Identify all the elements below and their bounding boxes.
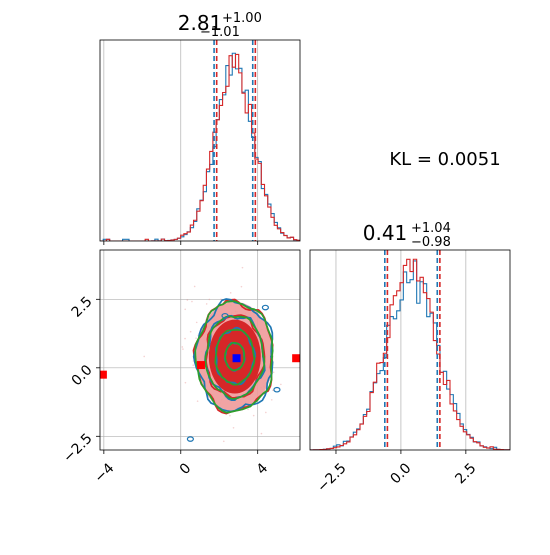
scatter-point	[184, 381, 187, 384]
title-param-1-plus: +1.04	[411, 221, 451, 236]
title-param-0: 2.81	[178, 11, 223, 35]
scatter-point	[182, 348, 184, 350]
histogram-series-red	[310, 258, 510, 450]
contour-green-level-1	[214, 328, 256, 386]
title-param-0-minus: −1.01	[200, 25, 240, 40]
contour-outlier-blue	[221, 312, 229, 319]
y-tick-label-bottom-left: 2.5	[69, 294, 96, 321]
contour-outlier-blue	[186, 436, 194, 442]
marker-marker_red	[292, 354, 300, 363]
contour-panel	[100, 266, 300, 443]
title-param-1: 0.41	[363, 221, 408, 245]
contour-green-level-3	[194, 300, 274, 414]
scatter-point	[196, 400, 199, 402]
scatter-point	[270, 398, 273, 401]
scatter-point	[252, 414, 255, 417]
contour-outlier-blue	[261, 304, 269, 311]
grid-bottom-right	[335, 250, 467, 450]
scatter-point	[189, 330, 192, 333]
scatter-point	[195, 337, 197, 339]
scatter-point	[241, 266, 244, 269]
scatter-point	[240, 285, 243, 288]
scatter-point	[181, 346, 184, 348]
scatter-point	[195, 321, 198, 324]
x-tick-label-bottom-right: 2.5	[452, 460, 479, 487]
scatter-point	[220, 298, 222, 301]
kl-divergence-label: KL = 0.0051	[389, 149, 500, 170]
marker-marker_red	[100, 370, 107, 379]
histogram-series-blue	[310, 260, 510, 450]
contour-green-level-2	[204, 315, 266, 400]
marker-marker_blue	[232, 354, 241, 363]
scatter-point	[184, 308, 186, 311]
axes-frame-bottom-right	[309, 249, 511, 451]
scatter-point	[191, 300, 193, 303]
scatter-point	[205, 303, 208, 305]
scatter-point	[208, 298, 211, 301]
x-tick-label-bottom-left: 0	[177, 460, 195, 478]
title-param-1-minus: −0.98	[411, 235, 451, 250]
scatter-point	[193, 285, 196, 288]
contour-green-level-0	[224, 341, 246, 372]
scatter-point	[271, 389, 274, 392]
histogram-param-1	[310, 250, 510, 450]
scatter-point	[247, 408, 249, 411]
x-tick-label-bottom-left: 4	[254, 460, 272, 478]
histogram-series-blue	[100, 52, 300, 241]
scatter-point	[184, 337, 186, 340]
scatter-point	[192, 364, 195, 366]
y-tick-label-bottom-left: −2.5	[60, 431, 95, 466]
title-param-0-plus: +1.00	[222, 11, 262, 26]
scatter-point	[229, 292, 232, 294]
axes-frame-top-left	[99, 39, 301, 242]
scatter-point	[229, 414, 231, 417]
scatter-point	[186, 299, 189, 301]
x-tick-label-bottom-left: −4	[92, 460, 118, 486]
x-tick-label-bottom-right: 0.0	[387, 460, 414, 487]
histogram-series-red	[100, 53, 300, 241]
scatter-point	[260, 432, 263, 435]
scatter-point	[232, 426, 235, 429]
scatter-point	[222, 440, 225, 443]
histogram-param-0	[100, 40, 300, 241]
scatter-point	[280, 383, 282, 386]
x-tick-label-bottom-right: −2.5	[314, 460, 349, 495]
y-tick-label-bottom-left: 0.0	[69, 362, 96, 389]
marker-marker_red	[196, 361, 205, 370]
scatter-point	[265, 411, 267, 414]
axes-frame-bottom-left	[99, 249, 301, 451]
scatter-point	[143, 355, 146, 358]
scatter-point	[272, 371, 275, 374]
contour-outlier-blue	[273, 386, 281, 393]
grid-top-left	[103, 40, 259, 241]
